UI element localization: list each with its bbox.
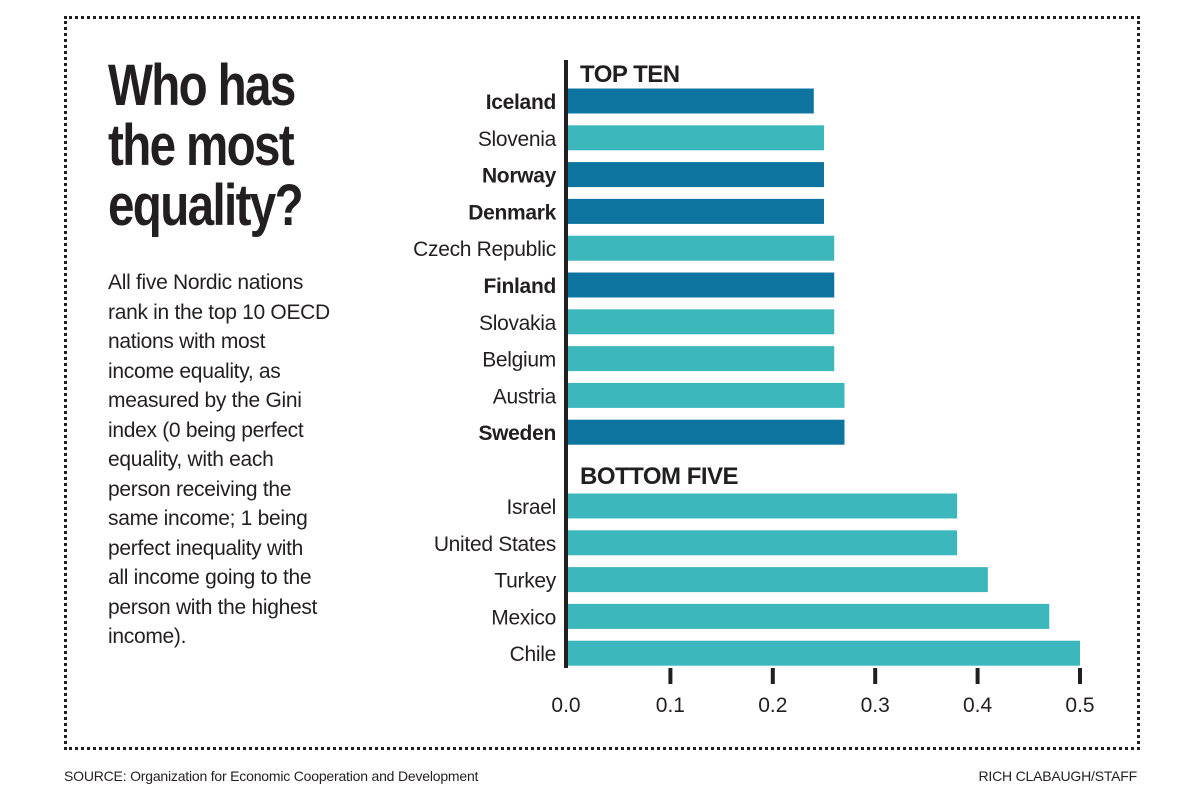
description-line: perfect inequality with (108, 536, 304, 560)
category-label: Iceland (486, 91, 556, 114)
bar (566, 382, 845, 408)
x-tick-label: 0.5 (1065, 694, 1094, 717)
description-line: equality, with each (108, 448, 274, 471)
description-line: All five Nordic nations (108, 271, 304, 294)
category-label: Mexico (491, 606, 556, 629)
bar (566, 235, 835, 261)
headline-line-3: equality? (108, 173, 304, 238)
bar (566, 530, 958, 556)
bar (566, 309, 835, 335)
bar (566, 272, 835, 298)
bar (566, 493, 958, 519)
category-label: Austria (493, 385, 557, 408)
group-header: BOTTOM FIVE (580, 463, 739, 490)
description-line: same income; 1 being (108, 507, 308, 530)
bar (566, 88, 814, 114)
category-label: United States (434, 533, 556, 556)
description-line: person with the highest (108, 595, 318, 619)
bar (566, 346, 835, 372)
category-label: Israel (506, 496, 556, 519)
bar (566, 603, 1050, 629)
headline: Who has the most equality? (108, 56, 338, 236)
dotted-frame (64, 16, 1140, 750)
headline-line-1: Who has (108, 53, 296, 118)
bar (566, 567, 988, 593)
x-tick-label: 0.0 (551, 694, 580, 717)
bar (566, 419, 845, 445)
headline-line-2: the most (108, 113, 295, 178)
description-line: index (0 being perfect (108, 418, 304, 442)
x-tick-label: 0.2 (758, 694, 787, 717)
description-line: person receiving the (108, 477, 292, 501)
category-label: Turkey (494, 570, 556, 593)
x-tick-label: 0.1 (656, 694, 685, 717)
source-note: SOURCE: Organization for Economic Cooper… (64, 768, 479, 784)
bar (566, 640, 1080, 666)
bar (566, 125, 824, 151)
category-label: Chile (510, 643, 556, 666)
bar (566, 162, 824, 188)
bar (566, 198, 824, 224)
category-label: Czech Republic (413, 238, 556, 261)
category-label: Belgium (482, 349, 556, 372)
description-text: All five Nordic nations rank in the top … (108, 268, 408, 652)
description-line: income equality, as (108, 359, 281, 383)
category-label: Denmark (468, 201, 556, 224)
x-tick-label: 0.4 (963, 694, 993, 717)
x-tick-label: 0.3 (861, 694, 890, 717)
category-label: Finland (483, 275, 556, 298)
group-header: TOP TEN (580, 61, 680, 88)
description-line: nations with most (108, 330, 266, 353)
category-label: Norway (482, 165, 557, 188)
description-line: rank in the top 10 OECD (108, 300, 330, 324)
category-label: Slovenia (478, 128, 557, 151)
description-line: all income going to the (108, 566, 312, 589)
category-label: Slovakia (479, 312, 557, 335)
description-line: income). (108, 625, 187, 648)
category-label: Sweden (478, 422, 556, 445)
description-line: measured by the Gini (108, 389, 302, 412)
credit-line: RICH CLABAUGH/STAFF (978, 768, 1137, 784)
